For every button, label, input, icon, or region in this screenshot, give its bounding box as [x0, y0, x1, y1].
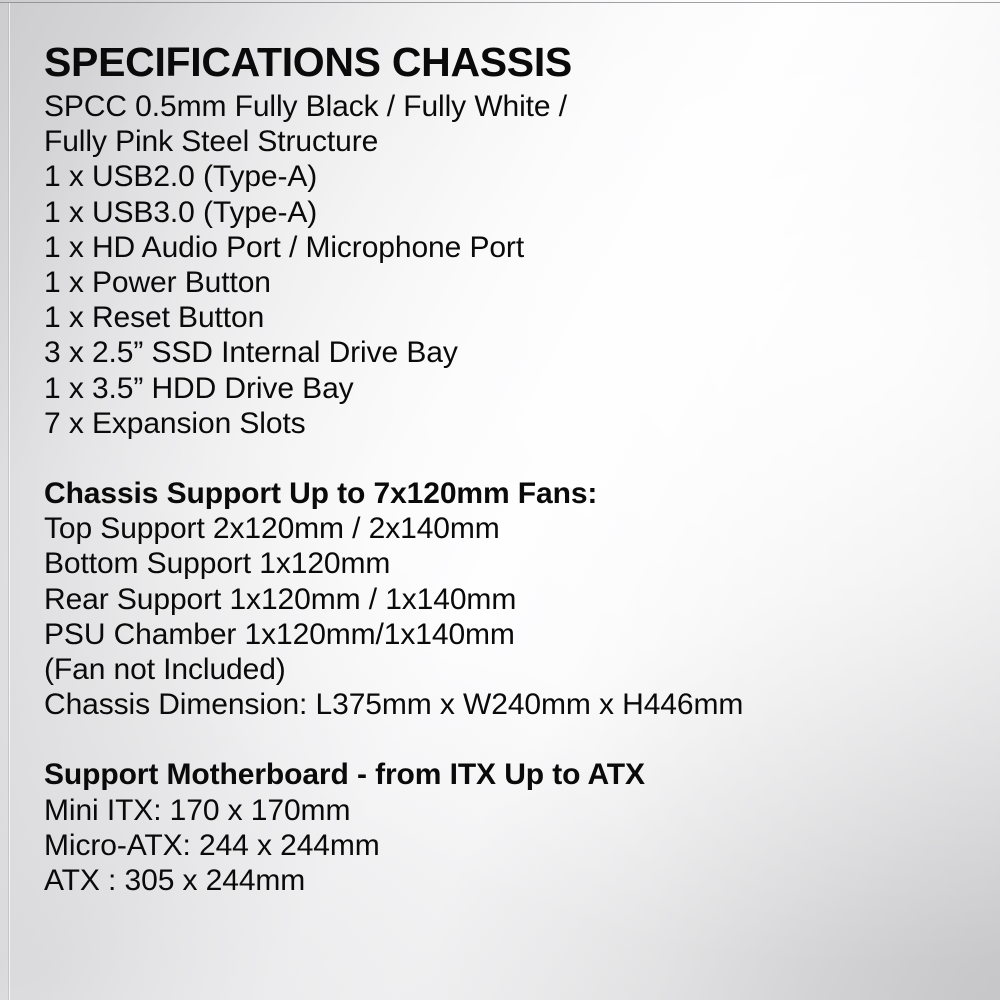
spec-line: Mini ITX: 170 x 170mm: [44, 793, 351, 827]
spec-line: 1 x HD Audio Port / Microphone Port: [44, 230, 525, 264]
section-spacer: [44, 441, 980, 476]
spec-line: ATX : 305 x 244mm: [44, 864, 306, 898]
spec-section-fan-support: Chassis Support Up to 7x120mm Fans: Top …: [44, 476, 980, 722]
specifications-content: SPECIFICATIONS CHASSIS SPCC 0.5mm Fully …: [44, 36, 980, 898]
spec-line: SPCC 0.5mm Fully Black / Fully White /: [44, 90, 567, 123]
left-edge-divider: [9, 3, 10, 1000]
spec-section-chassis: SPCC 0.5mm Fully Black / Fully White / F…: [44, 89, 980, 441]
spec-line: 7 x Expansion Slots: [44, 406, 306, 440]
spec-line: Micro-ATX: 244 x 244mm: [44, 828, 380, 862]
spec-line: (Fan not Included): [44, 653, 286, 687]
spec-line: Top Support 2x120mm / 2x140mm: [44, 512, 500, 546]
spec-line: Fully Pink Steel Structure: [44, 125, 379, 159]
top-edge-divider: [0, 2, 1000, 3]
spec-line: Chassis Dimension: L375mm x W240mm x H44…: [44, 688, 744, 722]
spec-line: PSU Chamber 1x120mm/1x140mm: [44, 617, 515, 651]
page-title: SPECIFICATIONS CHASSIS: [44, 39, 572, 85]
spec-line: 1 x 3.5” HDD Drive Bay: [44, 371, 354, 405]
spec-line: 1 x Power Button: [44, 266, 271, 300]
spec-section-motherboard-support: Support Motherboard - from ITX Up to ATX…: [44, 757, 980, 898]
spec-line: 1 x Reset Button: [44, 301, 265, 335]
section-heading-motherboard-support: Support Motherboard - from ITX Up to ATX: [44, 758, 645, 792]
section-heading-fan-support: Chassis Support Up to 7x120mm Fans:: [44, 477, 598, 511]
section-spacer: [44, 722, 980, 757]
spec-line: Rear Support 1x120mm / 1x140mm: [44, 582, 517, 616]
spec-line: 1 x USB3.0 (Type-A): [44, 195, 318, 229]
spec-line: 1 x USB2.0 (Type-A): [44, 160, 318, 194]
spec-line: 3 x 2.5” SSD Internal Drive Bay: [44, 336, 458, 370]
spec-line: Bottom Support 1x120mm: [44, 547, 391, 581]
